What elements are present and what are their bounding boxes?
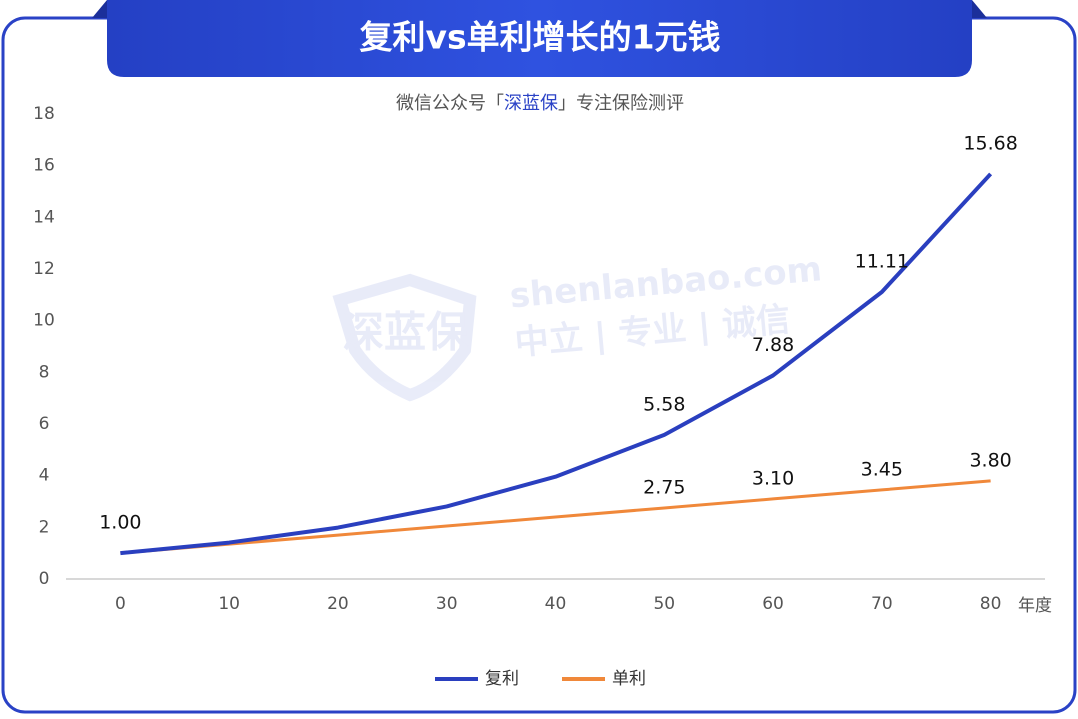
y-tick-label: 2	[39, 517, 50, 537]
data-label: 3.80	[969, 449, 1011, 471]
y-tick-label: 4	[39, 466, 50, 486]
y-tick-label: 12	[33, 259, 55, 279]
x-axis-label: 年度	[1018, 596, 1052, 616]
legend-label: 单利	[612, 669, 646, 689]
x-tick-label: 10	[218, 594, 240, 614]
y-tick-label: 0	[39, 569, 50, 589]
x-tick-label: 20	[327, 594, 349, 614]
x-tick-label: 50	[653, 594, 675, 614]
watermark-shield	[332, 273, 477, 402]
x-tick-label: 40	[545, 594, 567, 614]
subtitle-part: 微信公众号「	[396, 93, 504, 114]
y-tick-label: 18	[33, 104, 55, 124]
frame	[1, 16, 1077, 714]
watermark-logo: 深蓝保	[342, 308, 469, 357]
data-label: 15.68	[963, 132, 1017, 154]
y-tick-label: 16	[33, 156, 55, 176]
y-tick-label: 14	[33, 207, 55, 227]
subtitle-part: 深蓝保	[504, 93, 558, 114]
data-label: 7.88	[752, 334, 794, 356]
header	[107, 0, 972, 77]
data-label: 5.58	[643, 393, 685, 415]
y-tick-label: 10	[33, 311, 55, 331]
x-tick-label: 80	[980, 594, 1002, 614]
y-tick-label: 8	[39, 362, 50, 382]
line	[120, 172, 993, 556]
subtitle: 微信公众号「深蓝保」专注保险测评	[396, 93, 684, 114]
chart-title: 复利vs单利增长的1元钱	[359, 18, 720, 57]
legend-label: 复利	[485, 669, 519, 689]
data-label: 2.75	[643, 476, 685, 498]
data-label: 3.10	[752, 467, 794, 489]
data-label: 3.45	[861, 458, 903, 480]
y-tick-label: 6	[39, 414, 50, 434]
x-tick-label: 30	[436, 594, 458, 614]
subtitle-part: 」专注保险测评	[558, 93, 684, 114]
data-label: 1.00	[99, 512, 141, 534]
data-label: 11.11	[855, 250, 909, 272]
x-tick-label: 70	[871, 594, 893, 614]
x-tick-label: 60	[762, 594, 784, 614]
line	[120, 479, 991, 555]
x-tick-label: 0	[115, 594, 126, 614]
